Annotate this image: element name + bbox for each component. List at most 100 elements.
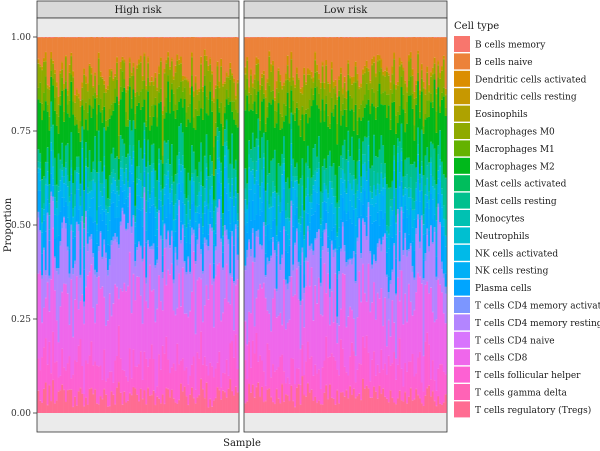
bar-segment <box>209 176 212 190</box>
bar-segment <box>209 57 212 59</box>
bar-segment <box>338 246 341 272</box>
bar-segment <box>178 37 181 60</box>
stacked-bar <box>172 37 175 413</box>
stacked-bar <box>83 37 86 413</box>
bar-segment <box>117 248 120 299</box>
bar-segment <box>270 91 273 105</box>
bar-segment <box>382 240 385 326</box>
bar-segment <box>64 56 67 58</box>
bar-segment <box>92 37 95 86</box>
bar-segment <box>398 57 401 66</box>
bar-segment <box>99 365 102 397</box>
bar-segment <box>391 199 394 211</box>
bar-segment <box>323 201 326 230</box>
bar-segment <box>259 198 262 210</box>
bar-segment <box>97 161 100 173</box>
bar-segment <box>284 73 287 80</box>
bar-segment <box>106 89 110 120</box>
bar-segment <box>127 196 130 207</box>
bar-segment <box>431 219 434 243</box>
bar-segment <box>323 89 326 111</box>
bar-segment <box>310 249 313 268</box>
bar-segment <box>303 287 306 294</box>
bar-segment <box>387 248 390 277</box>
bar-segment <box>234 229 237 285</box>
bar-segment <box>299 231 302 265</box>
bar-segment <box>66 390 69 413</box>
bar-segment <box>356 237 359 242</box>
bar-segment <box>376 364 379 399</box>
bar-segment <box>339 155 343 169</box>
bar-segment <box>373 185 376 186</box>
bar-segment <box>85 83 88 84</box>
bar-segment <box>128 187 131 194</box>
bar-segment <box>200 37 203 38</box>
bar-segment <box>55 113 58 126</box>
bar-segment <box>371 359 374 398</box>
bar-segment <box>255 56 258 58</box>
bar-segment <box>422 87 425 89</box>
bar-segment <box>284 115 287 183</box>
bar-segment <box>352 130 355 161</box>
bar-segment <box>116 96 119 157</box>
bar-segment <box>365 171 368 181</box>
bar-segment <box>272 181 275 193</box>
bar-segment <box>178 205 181 274</box>
bar-segment <box>196 397 199 413</box>
bar-segment <box>424 94 427 95</box>
bar-segment <box>158 66 161 74</box>
bar-segment <box>121 59 124 61</box>
bar-segment <box>192 151 195 153</box>
bar-segment <box>55 268 58 272</box>
stacked-bar <box>321 37 324 413</box>
bar-segment <box>150 76 153 82</box>
bar-segment <box>174 37 177 38</box>
bar-segment <box>83 405 86 407</box>
bar-segment <box>262 74 265 75</box>
bar-segment <box>305 84 308 85</box>
bar-segment <box>404 205 407 233</box>
bar-segment <box>169 68 172 70</box>
bar-segment <box>303 38 306 68</box>
bar-segment <box>180 37 183 57</box>
bar-segment <box>317 278 321 370</box>
bar-segment <box>108 259 111 266</box>
bar-segment <box>86 91 89 113</box>
bar-segment <box>77 345 80 392</box>
bar-segment <box>429 142 433 158</box>
bar-segment <box>196 176 199 196</box>
bar-segment <box>156 263 159 309</box>
bar-segment <box>426 387 429 389</box>
bar-segment <box>205 284 208 286</box>
bar-segment <box>132 151 135 158</box>
bar-segment <box>165 284 168 286</box>
bar-segment <box>150 105 153 126</box>
bar-segment <box>351 394 354 396</box>
bar-segment <box>363 293 366 348</box>
bar-segment <box>81 87 84 100</box>
bar-segment <box>396 397 400 399</box>
bar-segment <box>90 117 93 173</box>
bar-segment <box>338 325 341 376</box>
bar-segment <box>261 37 264 74</box>
bar-segment <box>220 102 223 124</box>
bar-segment <box>214 368 217 398</box>
bar-segment <box>86 83 89 84</box>
bar-segment <box>53 110 57 158</box>
bar-segment <box>189 271 192 274</box>
stacked-bar <box>330 37 333 413</box>
bar-segment <box>261 211 264 246</box>
stacked-bar <box>223 37 226 413</box>
bar-segment <box>211 203 214 218</box>
bar-segment <box>227 77 230 98</box>
bar-segment <box>328 166 332 182</box>
bar-segment <box>37 37 40 38</box>
bar-segment <box>229 62 232 69</box>
bar-segment <box>398 172 401 187</box>
bar-segment <box>222 267 225 271</box>
bar-segment <box>156 396 159 413</box>
bar-segment <box>354 398 357 413</box>
bar-segment <box>347 161 350 181</box>
bar-segment <box>150 37 153 38</box>
bar-segment <box>187 200 190 202</box>
